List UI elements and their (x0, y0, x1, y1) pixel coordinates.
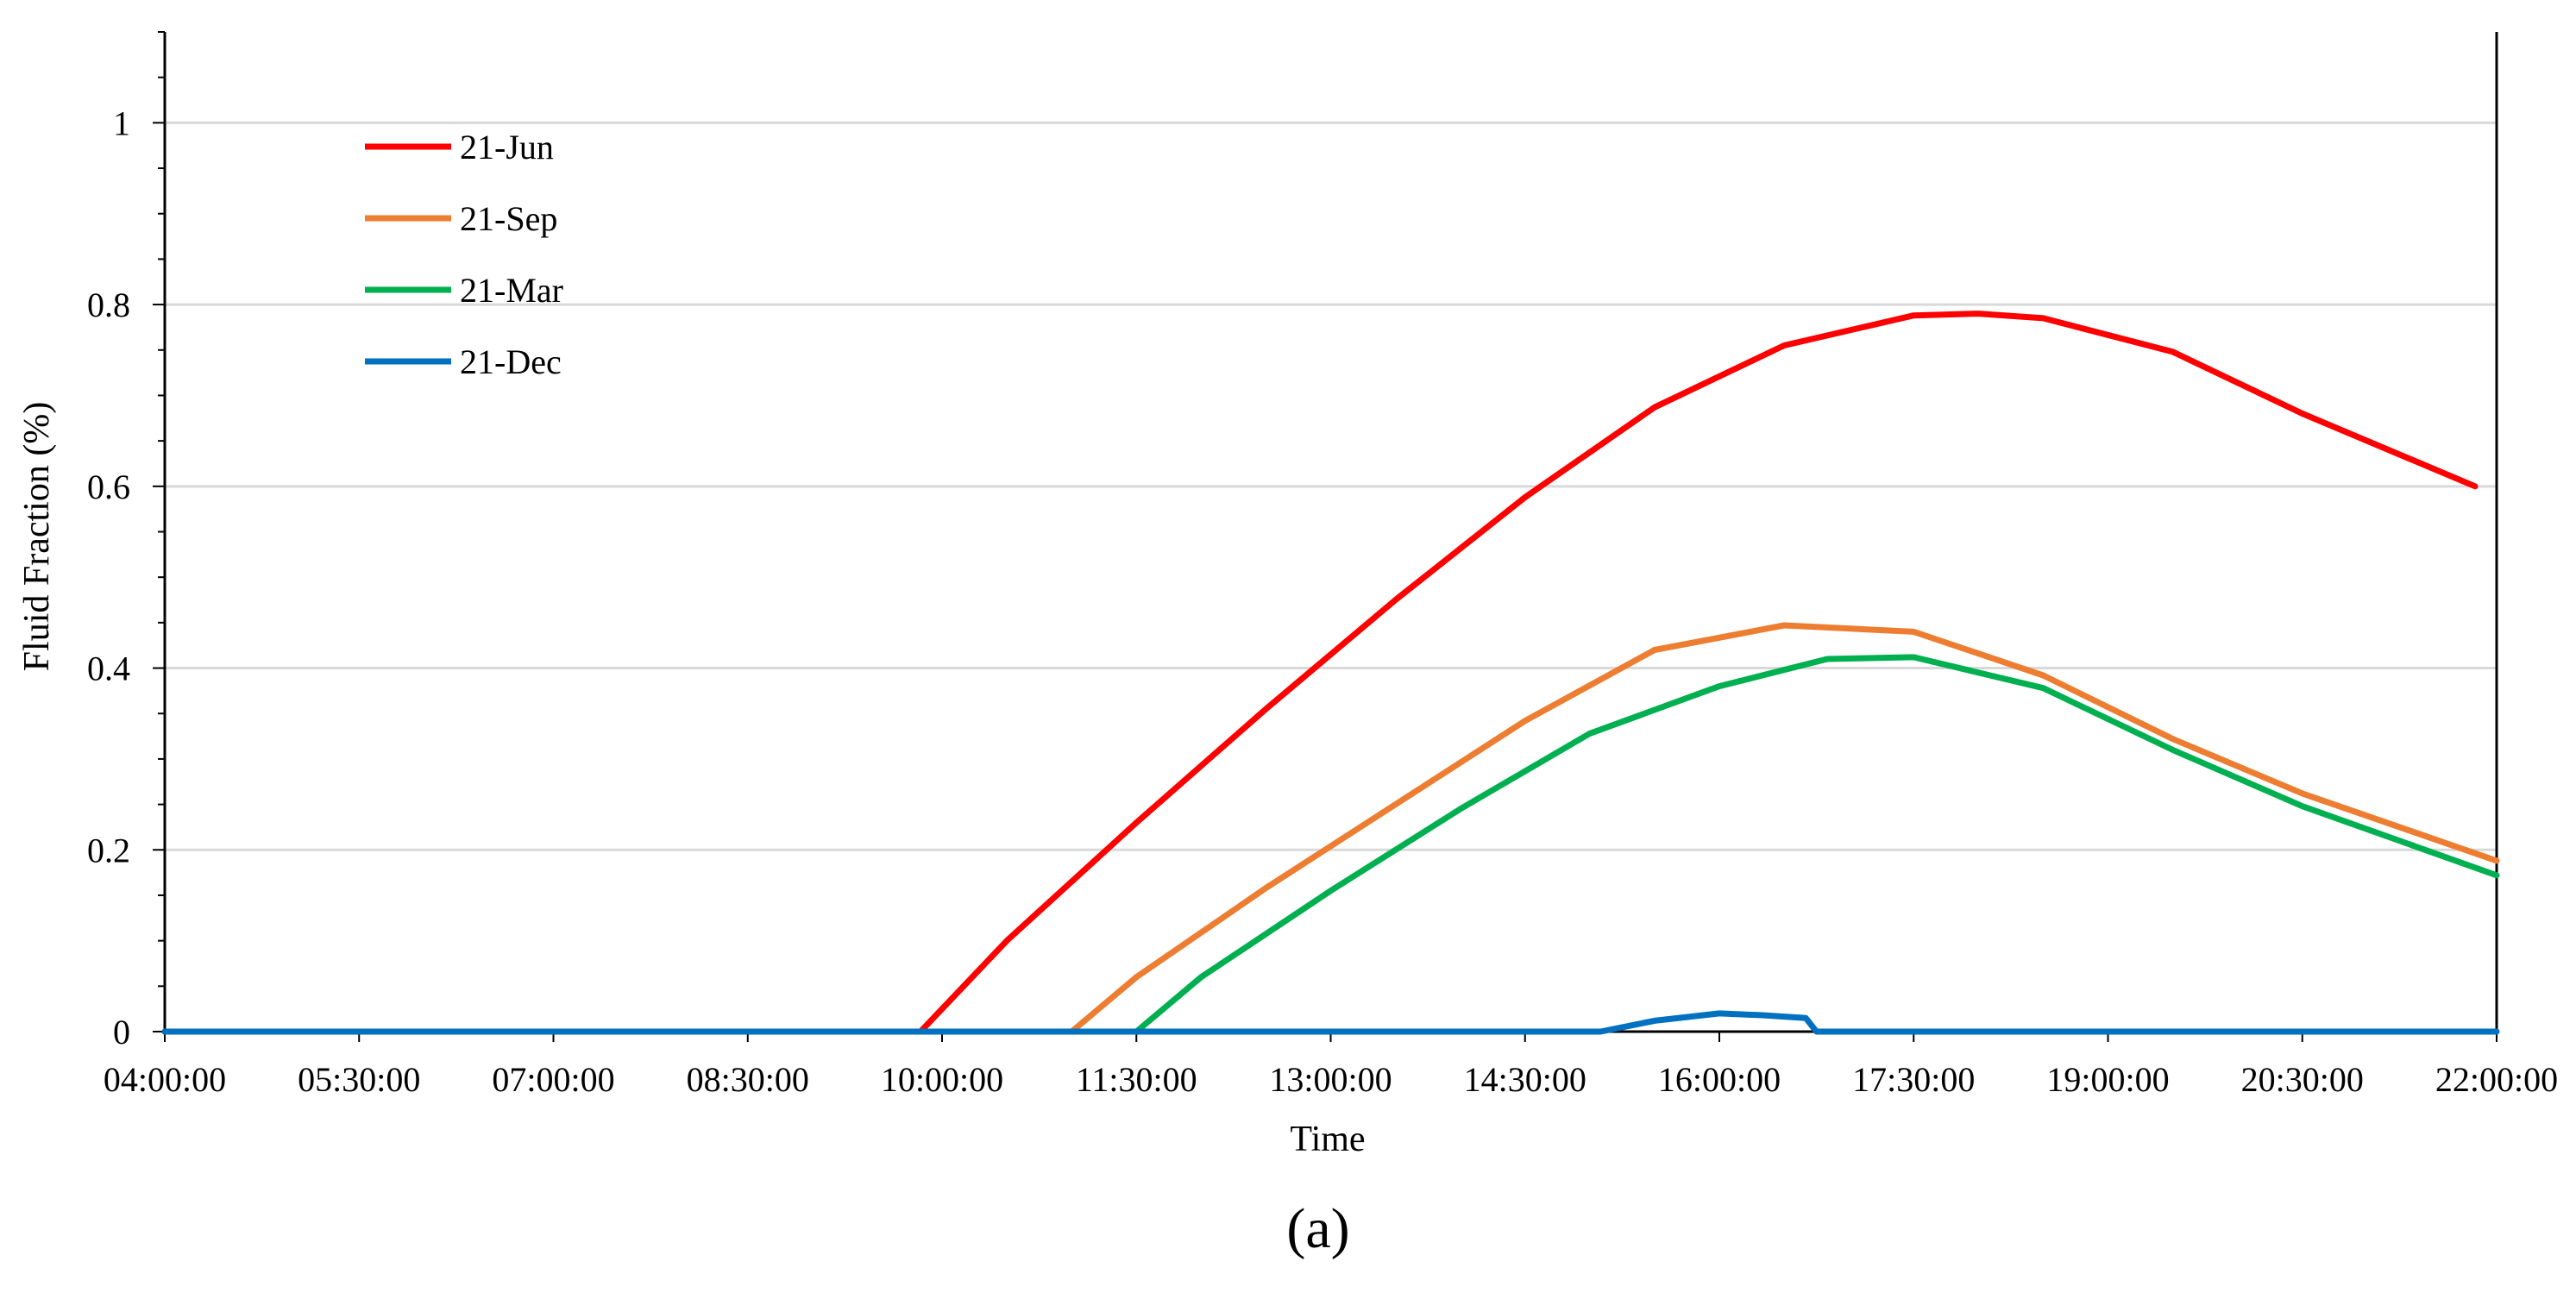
legend-label: 21-Sep (460, 199, 557, 238)
x-tick-label: 19:00:00 (2046, 1060, 2169, 1099)
series-lines (161, 311, 2500, 1035)
panel-label: (a) (1286, 1197, 1349, 1260)
x-tick-label: 22:00:00 (2435, 1060, 2558, 1099)
x-tick-label: 14:30:00 (1464, 1060, 1586, 1099)
gridlines (165, 121, 2497, 851)
x-tick-label: 05:30:00 (298, 1060, 420, 1099)
legend-label: 21-Dec (460, 342, 562, 381)
x-tick-label: 20:30:00 (2241, 1060, 2364, 1099)
x-tick-label: 10:00:00 (881, 1060, 1003, 1099)
y-axis-label: Fluid Fraction (%) (17, 402, 57, 672)
x-tick-label: 04:00:00 (104, 1060, 226, 1099)
legend-label: 21-Mar (460, 271, 563, 310)
x-tick-label: 16:00:00 (1658, 1060, 1781, 1099)
series-line-21-mar (161, 654, 2500, 1035)
y-tick-label: 1 (113, 104, 130, 142)
y-tick-label: 0.8 (87, 286, 130, 324)
x-tick-label: 11:30:00 (1076, 1060, 1197, 1099)
x-axis-label: Time (1290, 1120, 1365, 1159)
x-tick-label: 13:00:00 (1269, 1060, 1392, 1099)
series-line-21-jun (161, 311, 2479, 1035)
x-tick-label: 17:30:00 (1852, 1060, 1975, 1099)
series-line-21-dec (161, 1010, 2500, 1035)
series-line-21-sep (161, 622, 2500, 1035)
axes: 0 0.2 0.4 0.6 0.8 1 04:00:00 05:30:00 07:00:00 08… (87, 31, 2558, 1099)
x-tick-label: 07:00:00 (492, 1060, 614, 1099)
legend-label: 21-Jun (460, 128, 554, 166)
y-tick-label: 0.6 (87, 468, 130, 506)
x-tick-label: 08:30:00 (687, 1060, 809, 1099)
y-tick-label: 0.2 (87, 831, 130, 869)
legend: 21-Jun 21-Sep 21-Mar 21-Dec (365, 128, 563, 381)
y-tick-label: 0.4 (87, 650, 130, 688)
y-tick-label: 0 (113, 1013, 130, 1051)
